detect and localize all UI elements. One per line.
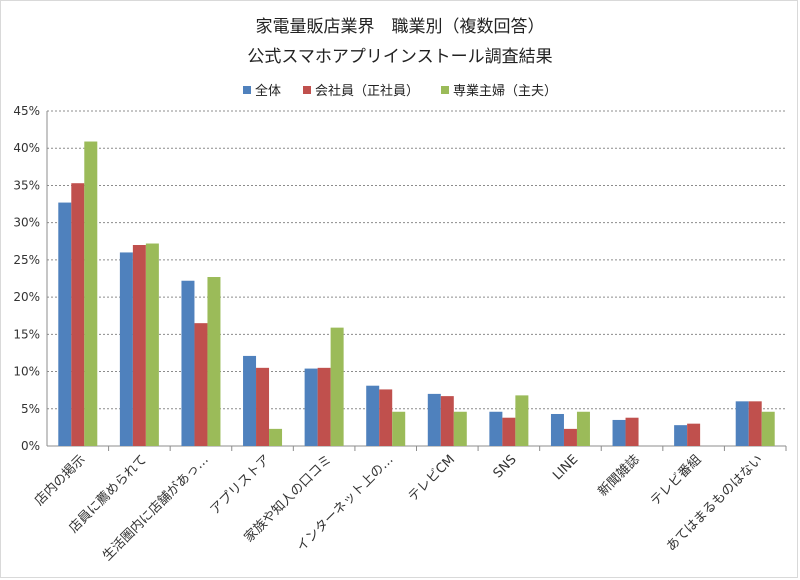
bar	[576, 411, 590, 446]
y-tick-label: 45%	[13, 104, 40, 118]
bar	[379, 389, 393, 446]
x-tick-label: テレビ番組	[648, 452, 705, 509]
chart-subtitle: 公式スマホアプリインストール調査結果	[247, 47, 553, 67]
legend-item-homemaker: 専業主婦（主夫）	[441, 80, 557, 99]
bar	[625, 417, 639, 446]
bar	[502, 417, 516, 446]
y-tick-label: 10%	[13, 365, 40, 379]
x-tick-label: 生活圏内に店舗があっ…	[99, 452, 211, 564]
legend-item-all: 全体	[242, 80, 281, 99]
bar	[269, 428, 283, 446]
bar	[563, 428, 577, 446]
bar	[304, 368, 318, 446]
bar	[366, 385, 380, 446]
legend-swatch-all	[242, 85, 251, 94]
y-tick-label: 0%	[21, 439, 40, 453]
bar	[330, 327, 344, 446]
bar	[748, 401, 762, 446]
bar	[735, 401, 749, 446]
legend-label-employee: 会社員（正社員）	[314, 84, 419, 99]
legend-label-homemaker: 専業主婦（主夫）	[453, 84, 558, 99]
bar	[392, 411, 406, 446]
x-tick-label: LINE	[550, 452, 581, 483]
legend-swatch-employee	[302, 85, 311, 94]
y-tick-label: 5%	[21, 402, 40, 416]
bar	[515, 395, 529, 446]
x-tick-label: 店内の掲示	[31, 452, 88, 509]
bar	[243, 355, 257, 446]
y-tick-label: 30%	[13, 216, 40, 230]
bar	[317, 367, 331, 446]
bar	[119, 252, 133, 446]
bar	[427, 393, 441, 446]
y-tick-label: 25%	[13, 253, 40, 267]
y-tick-label: 40%	[13, 141, 40, 155]
legend-item-employee: 会社員（正社員）	[302, 80, 419, 99]
bar	[674, 425, 688, 446]
bar	[453, 411, 467, 446]
y-tick-label: 15%	[13, 327, 40, 341]
y-tick-label: 20%	[13, 290, 40, 304]
x-tick-label: テレビCM	[406, 452, 459, 505]
chart-title: 家電量販店業界 職業別（複数回答）	[255, 17, 545, 37]
legend-swatch-homemaker	[441, 85, 449, 94]
bar	[58, 202, 72, 446]
bar	[489, 411, 503, 446]
bar	[761, 411, 775, 446]
bar	[550, 413, 564, 446]
bar	[612, 419, 626, 446]
bar	[145, 243, 159, 446]
bar	[194, 323, 208, 446]
x-tick-label: SNS	[491, 452, 520, 481]
bar	[132, 245, 146, 446]
legend-label-all: 全体	[254, 84, 281, 99]
bar	[207, 277, 221, 446]
bar	[84, 141, 98, 446]
bar	[440, 396, 454, 446]
bar	[71, 183, 85, 446]
x-tick-label: アプリストア	[208, 452, 274, 518]
bar	[687, 423, 701, 446]
legend: 全体 会社員（正社員） 専業主婦（主夫）	[0, 80, 800, 99]
y-tick-label: 35%	[13, 178, 40, 192]
bar	[181, 280, 195, 446]
x-tick-label: 新聞雑誌	[595, 452, 643, 500]
bar	[256, 367, 270, 446]
